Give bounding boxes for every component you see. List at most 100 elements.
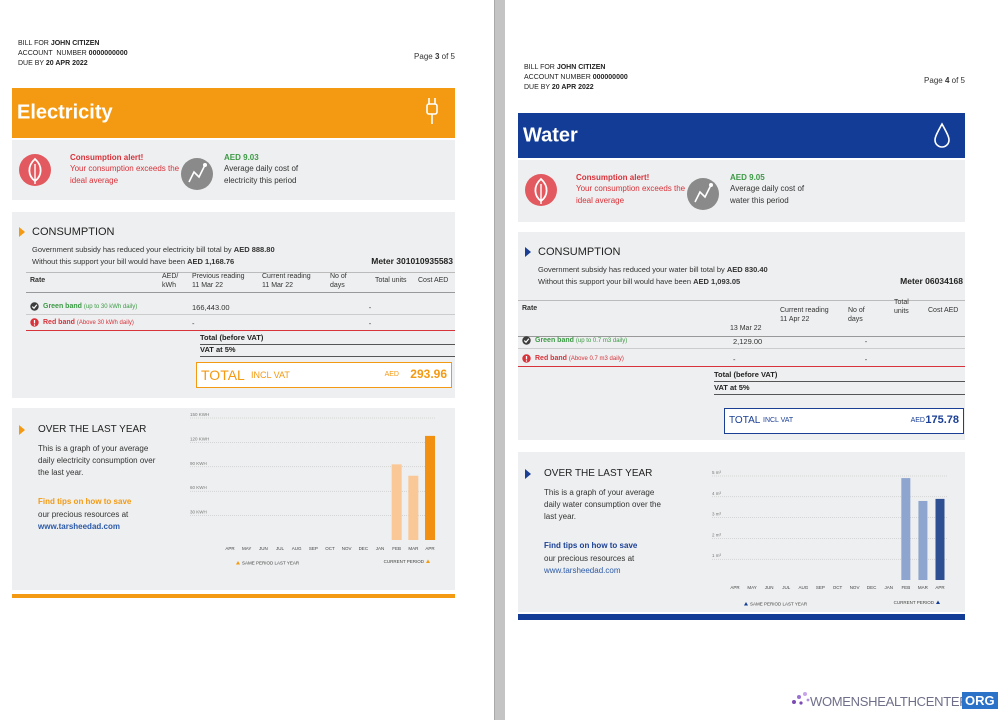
section-arrow bbox=[525, 247, 531, 257]
y-tick-label: 90 KWH bbox=[190, 461, 207, 466]
table-cell: 2,129.00 bbox=[733, 337, 763, 346]
check-icon bbox=[522, 336, 531, 345]
alert-heading: Consumption alert! bbox=[576, 173, 650, 182]
alert-text: Your consumption exceeds the ideal avera… bbox=[576, 184, 686, 205]
y-tick-label: 150 KWH bbox=[190, 412, 209, 417]
legend-label: CURRENT PERIOD bbox=[894, 600, 935, 605]
rate-band: Red band (Above 30 kWh daily) bbox=[43, 319, 134, 326]
tips-text-block: our precious resources at www.tarsheedad… bbox=[38, 509, 148, 533]
bar bbox=[391, 464, 402, 540]
meter-number: Meter 301010935583 bbox=[371, 256, 453, 266]
title-bar: Water bbox=[518, 113, 965, 158]
table-header: No of days bbox=[330, 273, 347, 289]
leaf-icon bbox=[19, 154, 51, 186]
x-tick-label: AUG bbox=[798, 585, 808, 590]
x-tick-label: SEP bbox=[309, 546, 318, 551]
without-text: Without this support your bill would hav… bbox=[32, 257, 186, 266]
x-tick-label: FEB bbox=[901, 585, 910, 590]
tips-text-block: our precious resources at www.tarsheedad… bbox=[544, 553, 654, 577]
graph-description: This is a graph of your average daily wa… bbox=[544, 488, 661, 521]
daily-cost-amount: AED 9.05 bbox=[730, 173, 765, 182]
page-divider bbox=[494, 0, 505, 720]
bill-page: BILL FOR JOHN CITIZEN ACCOUNT NUMBER 0000… bbox=[12, 38, 896, 608]
grand-total-amount: 175.78 bbox=[925, 414, 959, 426]
subsidy-amount: AED 830.40 bbox=[726, 265, 768, 274]
due-line: DUE BY 20 APR 2022 bbox=[524, 84, 594, 91]
table-cell: - bbox=[864, 337, 868, 346]
graph-panel: OVER THE LAST YEAR This is a graph of you… bbox=[518, 452, 965, 612]
bottom-bar bbox=[12, 594, 455, 598]
x-tick-label: APR bbox=[730, 585, 740, 590]
grand-total-note: INCL VAT bbox=[251, 370, 290, 380]
alert-heading: Consumption alert! bbox=[70, 153, 144, 162]
band-name: Green band bbox=[535, 337, 574, 344]
section-title: Electricity bbox=[17, 101, 113, 124]
x-tick-label: JUN bbox=[765, 585, 774, 590]
consumption-panel: CONSUMPTION Government subsidy has reduce… bbox=[12, 212, 896, 398]
bar bbox=[408, 475, 419, 540]
x-tick-label: JUL bbox=[276, 546, 284, 551]
x-tick-label: MAY bbox=[747, 585, 756, 590]
y-tick-label: 5 m³ bbox=[712, 470, 722, 475]
section-arrow bbox=[19, 425, 25, 435]
without-amount: AED 1,093.05 bbox=[693, 277, 741, 286]
x-tick-label: JUN bbox=[259, 546, 268, 551]
bar bbox=[918, 500, 928, 580]
legend-label: SAME PERIOD LAST YEAR bbox=[242, 561, 300, 566]
legend-marker bbox=[426, 559, 430, 563]
table-header-rule bbox=[26, 292, 455, 293]
water-drop-icon bbox=[934, 122, 950, 148]
graph-panel: OVER THE LAST YEAR This is a graph of you… bbox=[12, 408, 455, 590]
grand-total-note: INCL VAT bbox=[763, 417, 794, 424]
band-name: Green band bbox=[43, 303, 82, 310]
tips-text: our precious resources at bbox=[544, 554, 635, 563]
vat-label: VAT at 5% bbox=[714, 383, 750, 392]
watermark-icon bbox=[792, 692, 810, 705]
page-indicator: Page 4 of 5 bbox=[924, 76, 965, 85]
page-of: of bbox=[441, 52, 449, 61]
grand-total-amount: 293.96 bbox=[410, 367, 447, 381]
bar bbox=[901, 478, 911, 580]
table-header: No of days bbox=[848, 307, 865, 323]
x-tick-label: MAY bbox=[242, 546, 251, 551]
due-label: DUE BY bbox=[524, 84, 550, 91]
graph-description: This is a graph of your average daily el… bbox=[38, 444, 156, 477]
legend-marker bbox=[744, 602, 748, 606]
rate-band: Green band (up to 30 kWh daily) bbox=[43, 303, 137, 310]
table-header: Previous reading 11 Mar 22 bbox=[192, 273, 245, 289]
account-number: 0000000000 bbox=[88, 50, 128, 57]
legend-marker bbox=[936, 600, 940, 604]
x-tick-label: JAN bbox=[884, 585, 893, 590]
consumption-chart: 1 m³ 2 m³ 3 m³ 4 m³ 5 m³ APR MAY JUN JUL AUG SEP OC… bbox=[712, 470, 948, 607]
y-tick-label: 120 KWH bbox=[190, 436, 209, 441]
daily-cost-amount: AED 9.03 bbox=[224, 153, 259, 162]
customer-name: JOHN CITIZEN bbox=[50, 40, 100, 47]
table-header: Cost AED bbox=[928, 307, 959, 314]
table-header: Rate bbox=[30, 277, 46, 284]
page-page-label: Page bbox=[924, 76, 943, 85]
table-top-rule bbox=[518, 300, 965, 301]
graph-heading: OVER THE LAST YEAR bbox=[38, 424, 147, 435]
table-header: Total units bbox=[375, 277, 407, 284]
chart-icon bbox=[687, 178, 719, 210]
x-tick-label: APR bbox=[425, 546, 435, 551]
leaf-icon bbox=[525, 174, 557, 206]
bill-for-label: BILL FOR bbox=[18, 40, 49, 47]
subsidy-amount: AED 888.80 bbox=[233, 245, 275, 254]
alert-text: Your consumption exceeds the ideal avera… bbox=[70, 164, 180, 185]
account-label: ACCOUNT NUMBER bbox=[18, 50, 87, 57]
table-cell: - bbox=[368, 303, 372, 312]
chart-icon bbox=[181, 158, 213, 190]
y-tick-label: 2 m³ bbox=[712, 532, 722, 537]
alert-panel: Consumption alert! Your consumption excee… bbox=[12, 140, 455, 200]
x-tick-label: MAR bbox=[408, 546, 419, 551]
x-tick-label: OCT bbox=[833, 585, 843, 590]
total-rule bbox=[714, 381, 965, 382]
watermark-text: WOMENSHEALTHCENTER. bbox=[810, 694, 972, 709]
grand-total-box: TOTAL INCL VAT AED 175.78 bbox=[724, 408, 964, 434]
page-page-number: 4 bbox=[944, 76, 950, 85]
row-rule bbox=[518, 366, 965, 367]
tips-heading: Find tips on how to save bbox=[38, 497, 132, 506]
page-of: of bbox=[951, 76, 959, 85]
